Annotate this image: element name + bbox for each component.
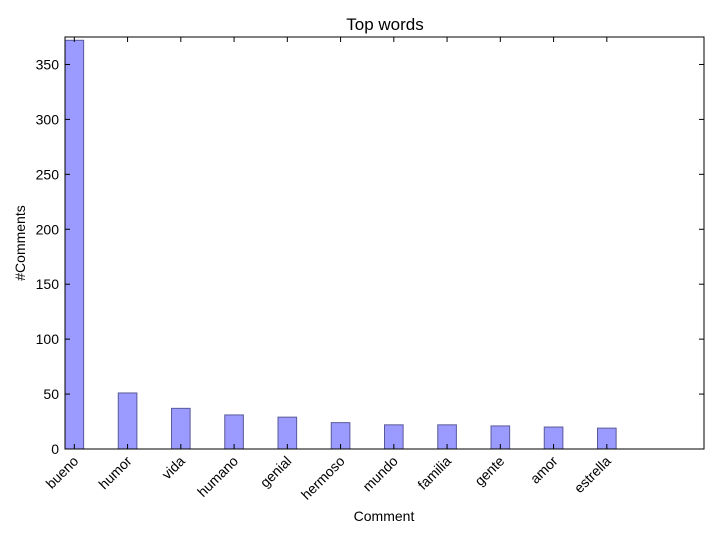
x-tick-label: vida (158, 453, 188, 483)
y-tick-label: 0 (51, 441, 59, 457)
x-tick-label: familia (414, 453, 454, 493)
x-tick-label: bueno (43, 453, 82, 492)
x-tick-label: genial (257, 453, 295, 491)
y-axis-label: #Comments (12, 205, 28, 280)
y-tick-label: 50 (43, 386, 59, 402)
bar-humano (224, 414, 244, 450)
chart-title: Top words (346, 15, 423, 34)
y-tick-label: 300 (36, 111, 60, 127)
x-tick-label: hermoso (298, 453, 348, 503)
x-tick-label: amor (527, 453, 561, 487)
y-tick-label: 200 (36, 221, 60, 237)
x-axis-label: Comment (354, 508, 415, 524)
bar-vida (171, 407, 191, 450)
bar-humor (117, 392, 138, 450)
y-tick-label: 150 (36, 276, 60, 292)
x-tick-label: humano (194, 453, 241, 500)
x-tick-label: estrella (571, 453, 614, 496)
y-tick-label: 250 (36, 166, 60, 182)
plot-frame (64, 36, 705, 450)
y-tick-label: 350 (36, 56, 60, 72)
x-tick-label: mundo (359, 453, 401, 495)
x-tick-label: gente (471, 453, 507, 489)
bar-bueno (64, 39, 85, 450)
x-tick-label: humor (95, 453, 135, 493)
y-tick-label: 100 (36, 331, 60, 347)
bars-group (64, 39, 617, 450)
